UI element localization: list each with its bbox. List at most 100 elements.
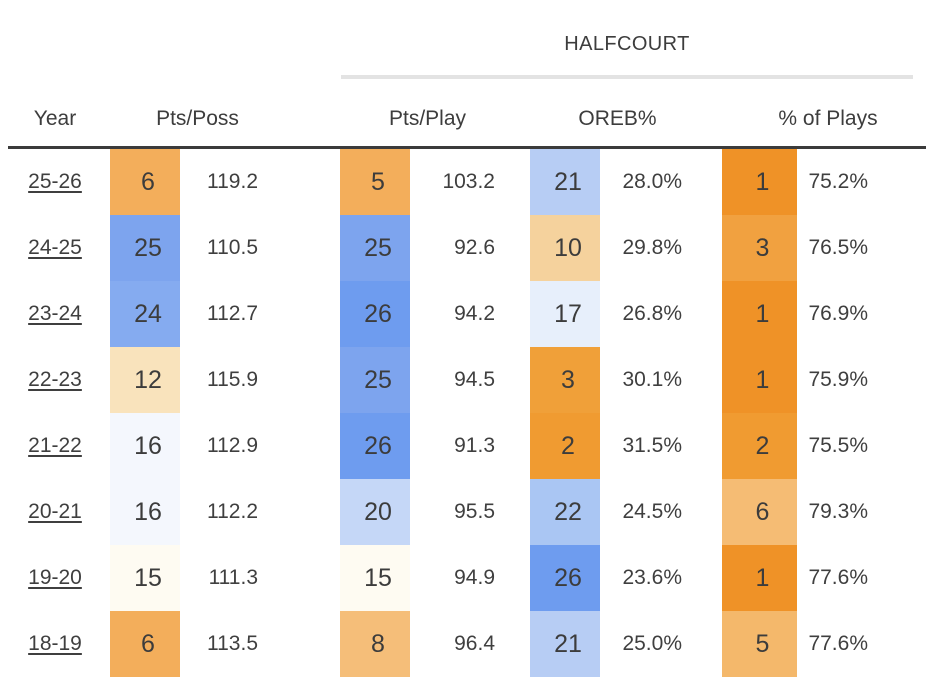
oreb-rank-cell: 26 [530, 545, 600, 611]
pts-poss-value: 112.2 [207, 500, 258, 523]
halfcourt-group-header: HALFCOURT [341, 0, 913, 80]
column-header-pts-poss: Pts/Poss [156, 107, 239, 130]
spacer [895, 545, 934, 611]
plays-value: 79.3% [808, 500, 868, 523]
pts-poss-value: 115.9 [207, 368, 258, 391]
plays-rank-cell: 3 [722, 215, 797, 281]
spacer [285, 347, 340, 413]
year-cell: 20-21 [0, 479, 110, 545]
year-link[interactable]: 25-26 [28, 170, 82, 193]
spacer [705, 479, 722, 545]
pts-poss-rank-cell: 16 [110, 479, 180, 545]
pts-play-value: 96.4 [454, 632, 495, 655]
oreb-rank-cell: 22 [530, 479, 600, 545]
plays-rank-cell: 5 [722, 611, 797, 677]
oreb-rank-cell: 21 [530, 149, 600, 215]
oreb-rank-cell: 17 [530, 281, 600, 347]
year-link[interactable]: 24-25 [28, 236, 82, 259]
column-header-row: Year Pts/Poss Pts/Play OREB% % of Plays [0, 92, 934, 146]
plays-rank-cell: 1 [722, 545, 797, 611]
spacer [895, 611, 934, 677]
plays-value: 75.2% [808, 170, 868, 193]
spacer [515, 479, 530, 545]
year-link[interactable]: 20-21 [28, 500, 82, 523]
plays-rank-cell: 1 [722, 149, 797, 215]
plays-value: 75.9% [808, 368, 868, 391]
year-cell: 24-25 [0, 215, 110, 281]
pts-play-rank-cell: 26 [340, 281, 410, 347]
spacer [895, 479, 934, 545]
pts-play-rank-cell: 5 [340, 149, 410, 215]
spacer [705, 545, 722, 611]
pts-play-value: 103.2 [442, 170, 495, 193]
year-link[interactable]: 19-20 [28, 566, 82, 589]
plays-rank-cell: 6 [722, 479, 797, 545]
year-link[interactable]: 18-19 [28, 632, 82, 655]
year-link[interactable]: 21-22 [28, 434, 82, 457]
pts-play-rank-cell: 20 [340, 479, 410, 545]
spacer [705, 347, 722, 413]
pts-poss-rank-cell: 16 [110, 413, 180, 479]
spacer [515, 413, 530, 479]
plays-value: 75.5% [808, 434, 868, 457]
oreb-rank-cell: 2 [530, 413, 600, 479]
oreb-value: 25.0% [622, 632, 682, 655]
pts-poss-rank-cell: 25 [110, 215, 180, 281]
year-cell: 23-24 [0, 281, 110, 347]
year-link[interactable]: 23-24 [28, 302, 82, 325]
spacer [285, 479, 340, 545]
table-row: 24-25 25 110.5 25 92.6 10 29.8% 3 76.5% [0, 215, 934, 281]
spacer [285, 149, 340, 215]
pts-play-value: 94.9 [454, 566, 495, 589]
plays-value: 77.6% [808, 632, 868, 655]
oreb-value: 30.1% [622, 368, 682, 391]
pts-play-value: 94.2 [454, 302, 495, 325]
spacer [515, 215, 530, 281]
pts-poss-value: 112.9 [207, 434, 258, 457]
year-link[interactable]: 22-23 [28, 368, 82, 391]
table-row: 22-23 12 115.9 25 94.5 3 30.1% 1 75.9% [0, 347, 934, 413]
plays-value: 77.6% [808, 566, 868, 589]
column-header-year: Year [33, 107, 77, 130]
pts-poss-rank-cell: 24 [110, 281, 180, 347]
pts-poss-value: 110.5 [207, 236, 258, 259]
spacer [515, 545, 530, 611]
spacer [705, 611, 722, 677]
spacer [895, 347, 934, 413]
spacer [705, 215, 722, 281]
spacer [285, 545, 340, 611]
pts-play-rank-cell: 25 [340, 215, 410, 281]
spacer [895, 413, 934, 479]
pts-poss-value: 119.2 [207, 170, 258, 193]
year-cell: 22-23 [0, 347, 110, 413]
table-row: 20-21 16 112.2 20 95.5 22 24.5% 6 79.3% [0, 479, 934, 545]
pts-play-value: 94.5 [454, 368, 495, 391]
spacer [285, 215, 340, 281]
year-cell: 19-20 [0, 545, 110, 611]
spacer [895, 281, 934, 347]
column-header-pts-play: Pts/Play [388, 107, 467, 130]
pts-play-rank-cell: 26 [340, 413, 410, 479]
oreb-rank-cell: 3 [530, 347, 600, 413]
spacer [705, 281, 722, 347]
year-cell: 18-19 [0, 611, 110, 677]
plays-rank-cell: 1 [722, 281, 797, 347]
table-body: 25-26 6 119.2 5 103.2 21 28.0% 1 75.2% 2… [0, 149, 934, 677]
spacer [285, 413, 340, 479]
oreb-value: 29.8% [622, 236, 682, 259]
pts-poss-rank-cell: 15 [110, 545, 180, 611]
pts-poss-value: 112.7 [207, 302, 258, 325]
oreb-rank-cell: 10 [530, 215, 600, 281]
oreb-rank-cell: 21 [530, 611, 600, 677]
column-header-plays: % of Plays [778, 107, 878, 130]
header-divider-line [8, 146, 926, 149]
spacer [705, 149, 722, 215]
table-row: 23-24 24 112.7 26 94.2 17 26.8% 1 76.9% [0, 281, 934, 347]
plays-rank-cell: 1 [722, 347, 797, 413]
spacer [895, 149, 934, 215]
pts-poss-value: 113.5 [207, 632, 258, 655]
halfcourt-underline [341, 75, 913, 79]
pts-poss-value: 111.3 [208, 566, 258, 589]
halfcourt-label: HALFCOURT [564, 33, 690, 55]
